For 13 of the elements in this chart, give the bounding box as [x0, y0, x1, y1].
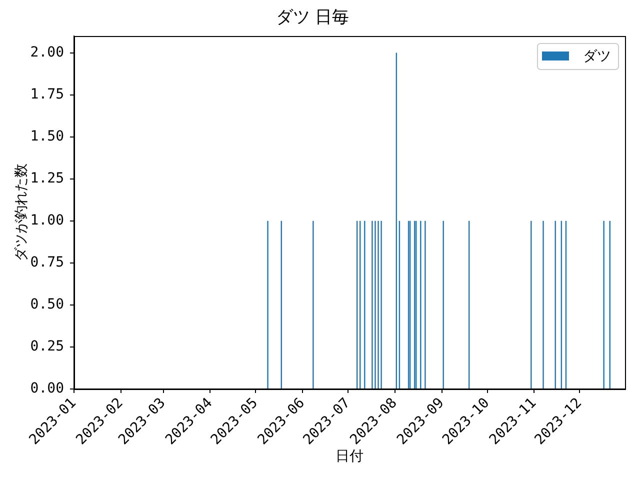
chart-title: ダツ 日毎 — [276, 8, 350, 28]
y-tick-label: 1.25 — [30, 170, 64, 187]
y-tick-label: 0.50 — [30, 296, 64, 313]
y-tick-label: 2.00 — [30, 44, 64, 60]
y-tick-label: 0.00 — [30, 380, 64, 397]
x-axis-title: 日付 — [336, 448, 364, 465]
y-tick-label: 1.50 — [30, 128, 64, 144]
y-tick-label: 0.75 — [30, 254, 64, 271]
legend-label: ダツ — [583, 48, 611, 65]
y-tick-label: 1.00 — [30, 212, 64, 229]
y-tick-label: 0.25 — [30, 338, 64, 355]
y-tick-label: 1.75 — [30, 86, 64, 102]
y-axis-title: ダツが釣れた数 — [14, 164, 30, 262]
